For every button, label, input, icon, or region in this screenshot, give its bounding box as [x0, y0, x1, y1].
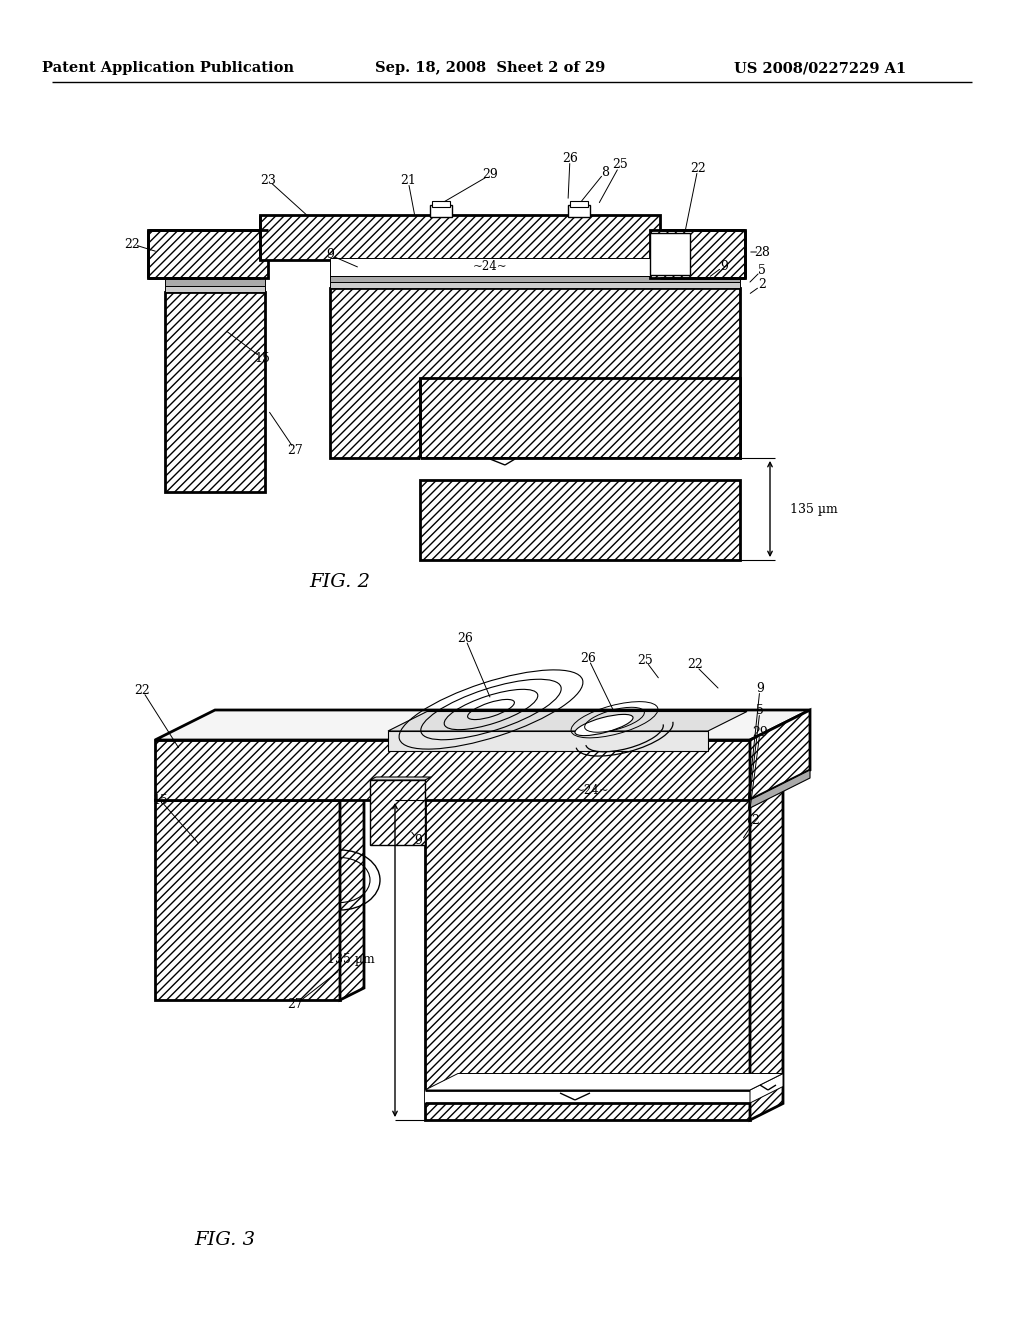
Text: 26: 26	[562, 152, 578, 165]
Text: 22: 22	[690, 161, 706, 174]
Text: 9: 9	[326, 248, 334, 261]
Text: 25: 25	[637, 653, 653, 667]
Polygon shape	[425, 1073, 783, 1090]
Text: 22: 22	[687, 659, 702, 672]
Text: 25: 25	[612, 158, 628, 172]
Bar	[148, 230, 268, 279]
Bar	[570, 201, 588, 207]
Text: 23: 23	[260, 173, 275, 186]
Text: 27: 27	[287, 444, 303, 457]
Bar	[330, 288, 740, 458]
Bar	[165, 279, 265, 286]
Polygon shape	[388, 731, 708, 751]
Bar	[425, 1090, 750, 1104]
Text: 135 µm: 135 µm	[790, 503, 838, 516]
Text: 5: 5	[756, 704, 764, 717]
Polygon shape	[370, 780, 425, 845]
Text: 28: 28	[754, 246, 770, 259]
Bar	[420, 480, 740, 560]
Text: 9: 9	[414, 833, 422, 846]
Text: 22: 22	[134, 684, 150, 697]
Bar	[165, 292, 265, 492]
Text: US 2008/0227229 A1: US 2008/0227229 A1	[734, 61, 906, 75]
Bar	[330, 282, 740, 288]
Text: ~24~: ~24~	[473, 260, 507, 273]
Bar	[330, 276, 740, 282]
Bar	[420, 378, 740, 458]
Text: 9: 9	[720, 260, 728, 272]
Polygon shape	[155, 741, 750, 800]
Text: 26: 26	[457, 631, 473, 644]
Polygon shape	[750, 1073, 783, 1104]
Bar	[568, 205, 590, 216]
Polygon shape	[750, 770, 810, 808]
Polygon shape	[750, 723, 783, 1119]
Polygon shape	[388, 711, 746, 731]
Polygon shape	[425, 741, 750, 1119]
Text: 2: 2	[751, 813, 759, 826]
Text: 5: 5	[758, 264, 766, 276]
Text: 9: 9	[756, 681, 764, 694]
Polygon shape	[425, 723, 783, 741]
Text: 29: 29	[752, 726, 768, 738]
Text: 135 µm: 135 µm	[328, 953, 375, 966]
Text: 26: 26	[580, 652, 596, 664]
Text: 27: 27	[287, 998, 303, 1011]
Text: 2: 2	[758, 279, 766, 292]
Text: 15: 15	[152, 793, 168, 807]
Polygon shape	[340, 788, 364, 1001]
Text: Patent Application Publication: Patent Application Publication	[42, 61, 294, 75]
Bar	[330, 257, 650, 276]
Text: 8: 8	[601, 165, 609, 178]
Bar	[430, 205, 452, 216]
Polygon shape	[155, 800, 340, 1001]
Polygon shape	[155, 710, 810, 741]
Polygon shape	[750, 710, 810, 800]
Bar	[432, 201, 450, 207]
Polygon shape	[370, 777, 431, 780]
Ellipse shape	[574, 714, 633, 735]
Bar	[420, 458, 740, 465]
Bar	[260, 215, 660, 260]
Text: ~24~: ~24~	[574, 784, 609, 796]
Text: FIG. 2: FIG. 2	[309, 573, 371, 591]
Text: 22: 22	[124, 238, 140, 251]
Bar	[165, 286, 265, 292]
Polygon shape	[155, 788, 364, 800]
Bar	[650, 230, 745, 279]
Text: FIG. 3: FIG. 3	[195, 1232, 256, 1249]
Text: 15: 15	[254, 351, 270, 364]
Bar	[650, 234, 690, 275]
Text: 29: 29	[482, 169, 498, 181]
Text: Sep. 18, 2008  Sheet 2 of 29: Sep. 18, 2008 Sheet 2 of 29	[375, 61, 605, 75]
Text: 21: 21	[400, 173, 416, 186]
